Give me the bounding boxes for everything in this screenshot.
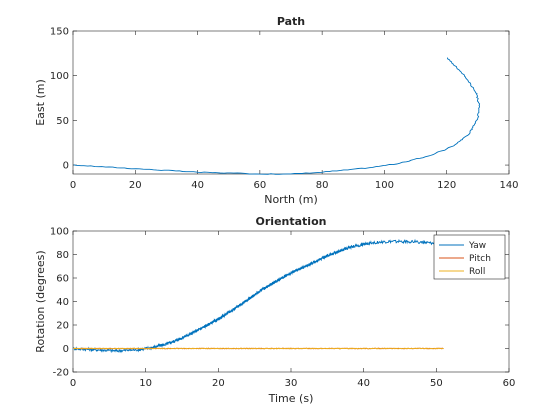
plot-title: Orientation <box>256 215 327 228</box>
x-tick-label: 140 <box>499 180 518 191</box>
plot-title: Path <box>277 15 305 28</box>
ticks: 0 20 40 60 80 100 120 140 0 50 100 150 <box>50 27 519 192</box>
y-tick-label: -20 <box>53 368 69 379</box>
series <box>73 57 481 175</box>
y-tick-label: 80 <box>56 250 69 261</box>
x-tick-label: 40 <box>191 180 204 191</box>
y-axis-label: Rotation (degrees) <box>34 250 47 352</box>
y-tick-label: 40 <box>56 297 69 308</box>
y-tick-label: 150 <box>50 27 69 38</box>
legend-box <box>433 234 506 280</box>
x-tick-label: 50 <box>430 378 443 389</box>
x-axis-label: North (m) <box>264 193 318 206</box>
x-tick-label: 60 <box>503 378 516 389</box>
orientation-plot: Orientation Time (s) Rotation (degrees) … <box>34 215 515 405</box>
y-tick-label: 100 <box>50 227 69 238</box>
plot-area <box>72 30 510 175</box>
y-tick-label: 0 <box>63 344 69 355</box>
x-tick-label: 10 <box>139 378 152 389</box>
y-tick-label: 0 <box>63 161 69 172</box>
x-axis-label: Time (s) <box>268 392 314 405</box>
x-tick-label: 30 <box>285 378 298 389</box>
legend-label: Pitch <box>469 254 491 264</box>
legend: Yaw Pitch Roll <box>433 234 506 280</box>
x-tick-label: 80 <box>316 180 329 191</box>
series-line-roll <box>72 347 444 350</box>
y-tick-label: 20 <box>56 321 69 332</box>
x-tick-label: 20 <box>212 378 225 389</box>
legend-label: Roll <box>469 267 485 277</box>
x-tick-label: 0 <box>70 378 76 389</box>
x-tick-label: 20 <box>129 180 142 191</box>
x-tick-label: 0 <box>70 180 76 191</box>
series-line-yaw <box>72 238 445 354</box>
x-tick-label: 60 <box>253 180 266 191</box>
y-tick-label: 60 <box>56 274 69 285</box>
y-tick-label: 50 <box>56 116 69 127</box>
y-tick-label: 100 <box>50 71 69 82</box>
path-plot: Path North (m) East (m) 0 20 40 60 80 100 120 1… <box>34 15 519 206</box>
legend-label: Yaw <box>468 241 486 251</box>
x-tick-label: 100 <box>375 180 394 191</box>
series <box>72 238 445 354</box>
y-axis-label: East (m) <box>34 79 47 126</box>
x-tick-label: 120 <box>437 180 456 191</box>
series-line-path <box>73 57 481 175</box>
x-tick-label: 40 <box>357 378 370 389</box>
